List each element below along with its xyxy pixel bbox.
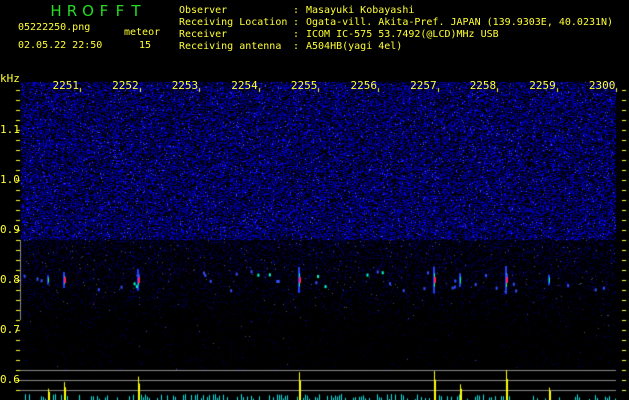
y-tick-label: 0.9	[0, 223, 20, 236]
datetime: 02.05.22 22:50	[18, 40, 103, 51]
y-tick-label: 1.1	[0, 123, 20, 136]
y-axis-unit: kHz	[0, 72, 20, 85]
y-tick-label: 1.0	[0, 173, 20, 186]
info-value-location: Ogata-vill. Akita-Pref. JAPAN (139.9303E…	[306, 17, 614, 28]
info-sep: :	[293, 29, 300, 40]
title-letter: O	[82, 2, 94, 20]
x-tick-label: 2253	[171, 79, 199, 92]
info-sep: :	[293, 41, 300, 52]
info-value-antenna: A504HB(yagi 4el)	[306, 41, 403, 52]
title-letter: R	[66, 2, 78, 20]
x-tick-label: 2252	[112, 79, 139, 92]
x-tick-label: 2257	[410, 79, 437, 92]
info-label-antenna: Receiving antenna	[179, 41, 282, 52]
info-label-receiver: Receiver	[179, 29, 228, 40]
info-value-receiver: ICOM IC-575 53.7492(@LCD)MHz USB	[306, 29, 499, 40]
x-tick-label: 2259	[529, 79, 556, 92]
title-letter: F	[99, 2, 109, 20]
filename: 05222250.png	[18, 22, 91, 33]
x-tick-label: 2255	[290, 79, 318, 92]
info-sep: :	[293, 17, 300, 28]
x-tick-label: 2251	[52, 79, 80, 92]
title-letter: T	[131, 2, 141, 20]
info-sep: :	[293, 5, 300, 16]
title-letter: F	[115, 2, 125, 20]
y-tick-label: 0.6	[0, 373, 20, 386]
meteor-label: meteor	[124, 27, 161, 38]
x-tick-label: 2256	[350, 79, 378, 92]
info-value-observer: Masayuki Kobayashi	[306, 5, 415, 16]
info-label-observer: Observer	[179, 5, 228, 16]
x-tick-label: 2254	[231, 79, 258, 92]
y-tick-label: 0.7	[0, 323, 20, 336]
x-tick-label: 2258	[469, 79, 497, 92]
meteor-count: 15	[139, 40, 152, 51]
info-label-location: Receiving Location	[179, 17, 288, 28]
y-tick-label: 0.8	[0, 273, 20, 286]
title-letter: H	[50, 2, 62, 20]
x-tick-label: 2300	[588, 79, 616, 92]
